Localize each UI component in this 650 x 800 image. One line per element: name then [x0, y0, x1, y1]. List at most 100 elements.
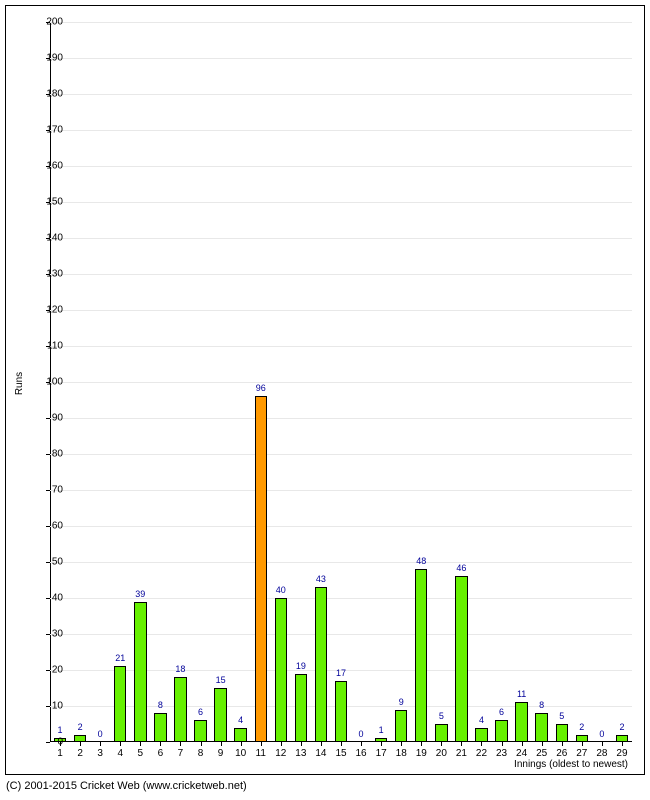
- y-tick-label: 100: [23, 377, 63, 388]
- x-tick-label: 24: [516, 748, 527, 759]
- bar: [154, 713, 166, 742]
- bar-value-label: 4: [479, 715, 484, 725]
- y-tick-label: 50: [23, 557, 63, 568]
- x-tick-label: 8: [198, 748, 204, 759]
- bar-value-label: 11: [517, 689, 526, 699]
- x-tick-label: 11: [256, 748, 266, 759]
- x-tick-mark: [241, 742, 242, 746]
- bar: [455, 576, 467, 742]
- copyright-text: (C) 2001-2015 Cricket Web (www.cricketwe…: [6, 780, 247, 792]
- bar-value-label: 21: [115, 653, 125, 663]
- x-tick-label: 13: [295, 748, 306, 759]
- x-tick-label: 4: [117, 748, 123, 759]
- bar-value-label: 1: [379, 725, 384, 735]
- x-tick-label: 19: [416, 748, 427, 759]
- x-tick-mark: [361, 742, 362, 746]
- grid-line: [50, 238, 632, 239]
- x-tick-mark: [562, 742, 563, 746]
- x-tick-label: 29: [616, 748, 627, 759]
- x-tick-label: 21: [456, 748, 467, 759]
- bar-value-label: 19: [296, 661, 306, 671]
- y-tick-label: 160: [23, 161, 63, 172]
- x-tick-label: 9: [218, 748, 224, 759]
- bar-value-label: 5: [439, 711, 444, 721]
- x-tick-mark: [622, 742, 623, 746]
- bar-value-label: 5: [559, 711, 564, 721]
- grid-line: [50, 22, 632, 23]
- grid-line: [50, 454, 632, 455]
- x-tick-label: 22: [476, 748, 487, 759]
- x-tick-label: 20: [436, 748, 447, 759]
- bar-value-label: 0: [359, 729, 364, 739]
- grid-line: [50, 202, 632, 203]
- bar: [194, 720, 206, 742]
- bar-value-label: 17: [336, 668, 346, 678]
- bar-value-label: 2: [619, 722, 624, 732]
- y-tick-label: 80: [23, 449, 63, 460]
- y-tick-label: 0: [23, 737, 63, 748]
- y-tick-label: 150: [23, 197, 63, 208]
- y-tick-label: 30: [23, 629, 63, 640]
- bar-value-label: 40: [276, 585, 286, 595]
- y-tick-label: 190: [23, 53, 63, 64]
- x-tick-label: 14: [315, 748, 326, 759]
- x-tick-label: 6: [158, 748, 164, 759]
- x-tick-mark: [481, 742, 482, 746]
- x-tick-mark: [582, 742, 583, 746]
- y-tick-label: 110: [23, 341, 63, 352]
- bar-value-label: 6: [198, 707, 203, 717]
- bar: [335, 681, 347, 742]
- x-tick-label: 26: [556, 748, 567, 759]
- bar-value-label: 96: [256, 383, 266, 393]
- bar-value-label: 46: [456, 563, 466, 573]
- x-tick-label: 1: [57, 748, 63, 759]
- bar-value-label: 18: [175, 664, 185, 674]
- x-tick-mark: [201, 742, 202, 746]
- x-tick-label: 25: [536, 748, 547, 759]
- x-tick-label: 23: [496, 748, 507, 759]
- x-tick-mark: [341, 742, 342, 746]
- y-tick-label: 140: [23, 233, 63, 244]
- x-tick-label: 2: [77, 748, 83, 759]
- x-tick-label: 15: [335, 748, 346, 759]
- x-tick-label: 10: [235, 748, 246, 759]
- x-tick-mark: [381, 742, 382, 746]
- x-tick-mark: [401, 742, 402, 746]
- bar-value-label: 0: [599, 729, 604, 739]
- x-tick-mark: [100, 742, 101, 746]
- x-tick-mark: [120, 742, 121, 746]
- x-tick-label: 12: [275, 748, 286, 759]
- x-tick-label: 3: [97, 748, 103, 759]
- y-tick-label: 70: [23, 485, 63, 496]
- bar: [495, 720, 507, 742]
- x-tick-label: 18: [396, 748, 407, 759]
- grid-line: [50, 166, 632, 167]
- bar: [435, 724, 447, 742]
- bar: [295, 674, 307, 742]
- grid-line: [50, 526, 632, 527]
- bar: [475, 728, 487, 742]
- y-tick-label: 200: [23, 17, 63, 28]
- grid-line: [50, 490, 632, 491]
- y-tick-label: 10: [23, 701, 63, 712]
- chart-container: 1122032143958618768159410961140121913431…: [0, 0, 650, 800]
- x-tick-mark: [461, 742, 462, 746]
- y-tick-label: 170: [23, 125, 63, 136]
- bar-value-label: 1: [58, 725, 63, 735]
- grid-line: [50, 418, 632, 419]
- grid-line: [50, 346, 632, 347]
- x-tick-label: 28: [596, 748, 607, 759]
- x-tick-mark: [542, 742, 543, 746]
- bar-value-label: 6: [499, 707, 504, 717]
- bar: [576, 735, 588, 742]
- x-tick-mark: [522, 742, 523, 746]
- x-tick-mark: [180, 742, 181, 746]
- bar: [395, 710, 407, 742]
- bar: [275, 598, 287, 742]
- plot-area: 1122032143958618768159410961140121913431…: [50, 22, 632, 742]
- x-tick-mark: [421, 742, 422, 746]
- bar: [255, 396, 267, 742]
- bar-value-label: 4: [238, 715, 243, 725]
- y-tick-label: 130: [23, 269, 63, 280]
- x-tick-mark: [281, 742, 282, 746]
